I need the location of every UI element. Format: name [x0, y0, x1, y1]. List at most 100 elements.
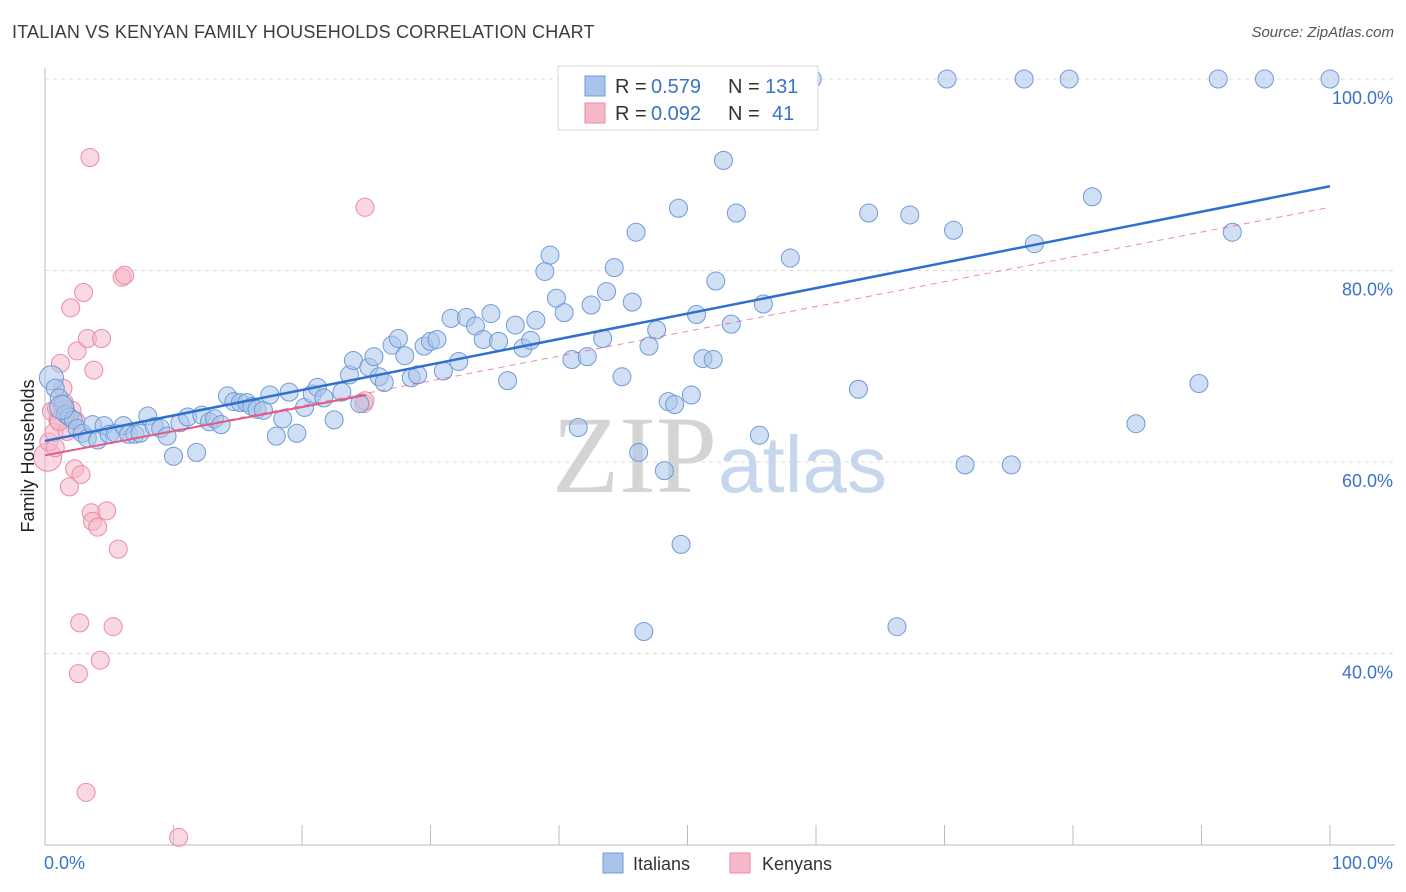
- italian-point: [374, 373, 394, 393]
- y-tick-label: 40.0%: [1342, 663, 1393, 683]
- italian-point: [848, 379, 868, 399]
- italian-point: [749, 425, 769, 445]
- italian-point: [706, 271, 726, 291]
- kenyan-point: [92, 328, 112, 348]
- legend-italians-label: Italians: [633, 854, 690, 874]
- italian-point: [187, 442, 207, 462]
- watermark: ZIP atlas: [552, 394, 887, 516]
- italian-point: [612, 367, 632, 387]
- italian-point: [427, 329, 447, 349]
- italian-point: [568, 418, 588, 438]
- legend-kenyans-label: Kenyans: [762, 854, 832, 874]
- italian-point: [1059, 69, 1079, 89]
- r-value-kenyans: 0.092: [651, 103, 701, 125]
- italian-point: [1254, 69, 1274, 89]
- italian-point: [859, 203, 879, 223]
- italian-point: [654, 461, 674, 481]
- watermark-atlas: atlas: [718, 420, 887, 509]
- italian-point: [287, 423, 307, 443]
- italian-point: [1222, 222, 1242, 242]
- italian-point: [686, 305, 706, 325]
- n-label-kenyans: N =: [728, 103, 760, 125]
- stats-legend: R = 0.579 N = 131 R = 0.092 N = 41: [557, 65, 819, 131]
- italian-point: [622, 292, 642, 312]
- italian-point: [577, 347, 597, 367]
- italian-point: [887, 617, 907, 637]
- italian-point: [1208, 69, 1228, 89]
- italian-point: [581, 295, 601, 315]
- italian-point: [721, 314, 741, 334]
- italian-point: [1082, 187, 1102, 207]
- italian-point: [943, 220, 963, 240]
- italian-point: [324, 410, 344, 430]
- kenyan-point: [90, 650, 110, 670]
- n-value-italians: 131: [765, 76, 798, 98]
- italian-point: [669, 198, 689, 218]
- y-tick-label: 80.0%: [1342, 280, 1393, 300]
- italian-point: [498, 371, 518, 391]
- x-tick-label: 100.0%: [1332, 853, 1393, 873]
- italian-point: [703, 350, 723, 370]
- r-value-italians: 0.579: [651, 76, 701, 98]
- italian-point: [671, 534, 691, 554]
- n-label-italians: N =: [728, 76, 760, 98]
- italian-point: [713, 150, 733, 170]
- trend-lines: [44, 185, 1331, 457]
- y-tick-label: 60.0%: [1342, 471, 1393, 491]
- kenyans-trend-line: [44, 393, 367, 457]
- italian-point: [604, 258, 624, 278]
- tick-labels: 40.0% 60.0% 80.0% 100.0% 0.0% 100.0%: [44, 88, 1393, 873]
- r-label-kenyans: R =: [615, 103, 647, 125]
- italians-swatch: [584, 75, 606, 97]
- italian-point: [554, 303, 574, 323]
- kenyan-point: [103, 617, 123, 637]
- kenyans-points: [33, 148, 375, 847]
- italian-point: [1001, 455, 1021, 475]
- italian-point: [481, 304, 501, 324]
- italian-point: [1320, 69, 1340, 89]
- italian-point: [681, 385, 701, 405]
- italian-point: [726, 203, 746, 223]
- italian-point: [1126, 414, 1146, 434]
- italian-point: [562, 350, 582, 370]
- italian-point: [1189, 373, 1209, 393]
- kenyan-point: [74, 283, 94, 303]
- chart-title: ITALIAN VS KENYAN FAMILY HOUSEHOLDS CORR…: [12, 22, 595, 42]
- series-legend: Italians Kenyans: [602, 852, 832, 874]
- italian-point: [388, 328, 408, 348]
- italian-point: [49, 394, 75, 420]
- y-axis-label: Family Households: [18, 379, 38, 532]
- italian-point: [955, 455, 975, 475]
- kenyan-point: [115, 265, 135, 285]
- italian-point: [449, 351, 469, 371]
- italians-trend-line: [44, 185, 1331, 443]
- italians-points: [38, 69, 1340, 641]
- italian-point: [164, 446, 183, 466]
- italian-point: [937, 69, 957, 89]
- italian-point: [665, 395, 685, 415]
- italian-point: [780, 248, 800, 268]
- kenyan-point: [169, 827, 189, 847]
- italian-point: [395, 346, 415, 366]
- italian-point: [489, 331, 509, 351]
- n-value-kenyans: 41: [772, 103, 794, 125]
- italian-point: [526, 310, 546, 330]
- italian-point: [540, 245, 560, 265]
- kenyan-point: [71, 464, 91, 484]
- kenyan-point: [70, 613, 90, 633]
- italian-point: [505, 315, 525, 335]
- legend-italians-swatch: [602, 852, 624, 874]
- kenyan-point: [97, 501, 117, 521]
- kenyans-trend-extrapolated: [44, 206, 1331, 456]
- source-label: Source: ZipAtlas.com: [1251, 24, 1394, 41]
- italian-point: [597, 282, 617, 302]
- kenyan-point: [68, 664, 88, 684]
- kenyan-point: [67, 341, 87, 361]
- italian-point: [639, 336, 659, 356]
- r-label-italians: R =: [615, 76, 647, 98]
- kenyan-point: [76, 782, 96, 802]
- kenyan-point: [84, 360, 104, 380]
- kenyan-point: [80, 148, 100, 168]
- italian-point: [629, 442, 649, 462]
